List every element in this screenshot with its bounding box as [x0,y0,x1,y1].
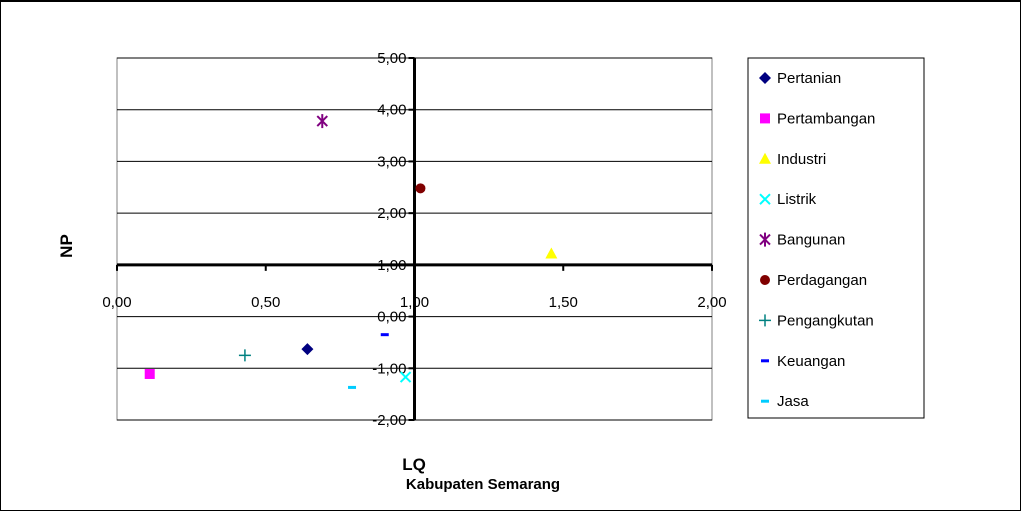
legend-item: Pertambangan [760,110,875,127]
x-tick-labels: 0,00 0,50 1,00 1,50 2,00 [102,264,727,311]
data-point [238,349,251,362]
legend-marker [759,314,771,327]
legend-item: Pengangkutan [759,312,874,329]
x-tick-label: 0,00 [102,294,131,311]
legend-marker [759,232,771,247]
y-tick-label: 5,00 [377,50,406,67]
legend-label: Pengangkutan [777,312,874,329]
legend-box [747,57,925,419]
y-tick-labels: -2,00 -1,00 0,00 1,00 2,00 3,00 4,00 5,00 [372,50,415,429]
x-axis-title: LQ [402,455,426,474]
legend-marker [760,275,770,285]
y-tick-label: 4,00 [377,102,406,119]
legend-label: Keuangan [777,353,845,370]
legend-label: Listrik [777,191,817,208]
legend-item: Perdagangan [760,272,867,289]
y-axis-title: NP [57,234,76,258]
legend-items: Pertanian Pertambangan Industri Listrik Bang… [759,70,875,410]
legend-marker [760,113,770,124]
legend: Pertanian Pertambangan Industri Listrik Bang… [747,57,925,419]
x-tick-label: 1,00 [400,294,429,311]
chart-caption: Kabupaten Semarang [406,476,560,493]
data-point [316,114,328,129]
legend-item: Bangunan [759,232,845,249]
y-tick-label: 2,00 [377,205,406,222]
legend-marker [759,72,771,84]
y-tick-label: 3,00 [377,153,406,170]
legend-item: Jasa [761,393,809,410]
legend-marker [759,193,771,205]
legend-item: Keuangan [761,353,845,370]
y-tick-label: -2,00 [372,412,406,429]
data-point [399,371,412,383]
legend-label: Industri [777,151,826,168]
legend-item: Listrik [759,191,817,208]
y-tick-label: -1,00 [372,360,406,377]
data-points [144,114,558,389]
legend-label: Pertanian [777,70,841,87]
x-tick-label: 2,00 [697,294,726,311]
legend-marker [759,152,771,164]
data-point [415,183,426,194]
y-tick-label: 0,00 [377,309,406,326]
legend-item: Pertanian [759,70,841,87]
legend-label: Pertambangan [777,110,875,127]
legend-item: Industri [759,151,826,168]
x-tick-label: 0,50 [251,294,280,311]
legend-label: Bangunan [777,232,845,249]
data-point [545,247,558,259]
data-point [144,368,155,379]
legend-label: Perdagangan [777,272,867,289]
legend-label: Jasa [777,393,809,410]
plot-area: -2,00-1,000,001,002,003,004,005,00 0,00 0… [102,50,726,429]
y-tick-label: 1,00 [377,257,406,274]
data-point [301,343,314,356]
x-tick-label: 1,50 [549,294,578,311]
